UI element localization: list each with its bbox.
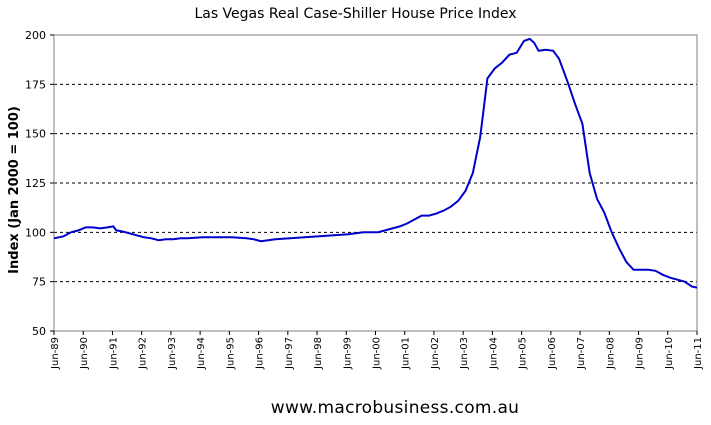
x-tick-label: Jun-10 bbox=[664, 337, 675, 370]
x-tick-label: Jun-92 bbox=[138, 337, 149, 370]
x-tick-label: Jun-95 bbox=[225, 337, 236, 370]
x-tick-label: Jun-90 bbox=[79, 337, 90, 370]
x-axis: Jun-89 Jun-90 Jun-91 Jun-92 Jun-93 Jun-94 Jun-… bbox=[50, 331, 704, 370]
x-tick-label: Jun-96 bbox=[255, 337, 266, 370]
y-axis-label: Index (Jan 2000 = 100) bbox=[7, 106, 22, 274]
x-tick-label: Jun-99 bbox=[342, 337, 353, 370]
x-tick-label: Jun-97 bbox=[284, 337, 295, 370]
x-tick-label: Jun-09 bbox=[635, 337, 646, 370]
y-tick-label: 150 bbox=[25, 128, 46, 141]
x-tick-label: Jun-98 bbox=[313, 337, 324, 370]
series-line bbox=[53, 37, 698, 289]
x-tick-label: Jun-04 bbox=[488, 337, 499, 370]
x-tick-label: Jun-01 bbox=[401, 337, 412, 370]
footer-source: www.macrobusiness.com.au bbox=[270, 398, 520, 418]
gridlines bbox=[54, 83, 697, 283]
y-tick-label: 50 bbox=[32, 325, 46, 338]
y-axis: 50 75 100 125 150 175 200 bbox=[25, 29, 54, 338]
x-tick-label: Jun-91 bbox=[108, 337, 119, 370]
chart-title: Las Vegas Real Case-Shiller House Price … bbox=[194, 6, 517, 22]
y-tick-label: 75 bbox=[32, 276, 46, 289]
y-tick-label: 125 bbox=[25, 177, 46, 190]
x-tick-label: Jun-11 bbox=[693, 337, 704, 370]
x-tick-label: Jun-08 bbox=[605, 337, 616, 370]
x-tick-label: Jun-94 bbox=[196, 337, 207, 370]
x-tick-label: Jun-06 bbox=[547, 337, 558, 370]
x-tick-label: Jun-89 bbox=[50, 337, 61, 370]
x-tick-label: Jun-05 bbox=[518, 337, 529, 370]
x-tick-label: Jun-03 bbox=[459, 337, 470, 370]
x-tick-label: Jun-02 bbox=[430, 337, 441, 370]
y-tick-label: 100 bbox=[25, 226, 46, 239]
y-tick-label: 175 bbox=[25, 78, 46, 91]
x-tick-label: Jun-00 bbox=[372, 337, 383, 370]
y-tick-label: 200 bbox=[25, 29, 46, 42]
x-tick-label: Jun-07 bbox=[576, 337, 587, 370]
x-tick-label: Jun-93 bbox=[167, 337, 178, 370]
